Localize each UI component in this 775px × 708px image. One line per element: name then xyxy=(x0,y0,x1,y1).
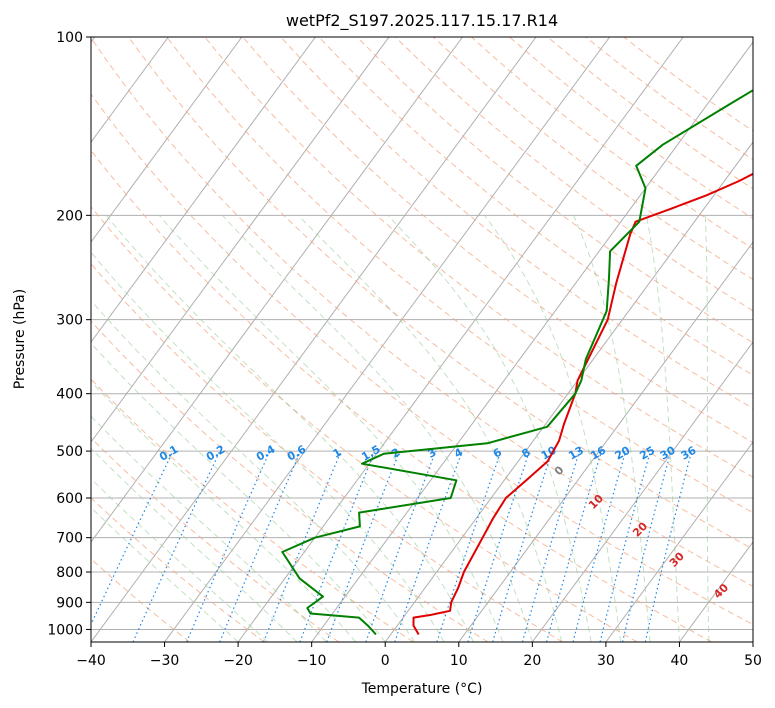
isotherm-line xyxy=(91,37,169,143)
dry-adiabat-line xyxy=(91,37,753,587)
dry-adiabat-line xyxy=(318,37,753,376)
y-tick-label: 200 xyxy=(56,208,83,224)
moist-adiabat-line xyxy=(91,447,298,642)
x-tick-label: −40 xyxy=(76,653,106,669)
dry-adiabat-line xyxy=(128,37,753,550)
dry-adiabat-line xyxy=(91,378,414,642)
dry-adiabat-line xyxy=(91,206,638,642)
dry-adiabat-line xyxy=(394,37,753,312)
isotherm-line xyxy=(384,141,753,642)
moist-adiabat-line xyxy=(387,214,592,642)
isotherm-line xyxy=(91,37,316,343)
isotherm-line xyxy=(91,37,243,243)
y-axis: 100 200 300 400 500 600 700 800 900 1000 xyxy=(47,30,91,638)
plot-frame xyxy=(90,36,754,643)
x-tick-label: 30 xyxy=(597,653,615,669)
moist-adiabat-line xyxy=(91,299,416,642)
isotherm-line xyxy=(605,441,753,642)
dry-adiabat-line xyxy=(91,263,563,642)
mixing-ratio-line xyxy=(492,450,553,642)
isotherm-line xyxy=(91,37,463,543)
background-lines xyxy=(0,37,753,642)
isotherm-line xyxy=(752,641,753,642)
x-axis-label: Temperature (°C) xyxy=(361,681,483,697)
x-tick-label: 50 xyxy=(744,653,762,669)
dry-adiabat-line xyxy=(166,37,753,514)
mixing-ratio-line xyxy=(436,450,502,642)
moist-adiabat-line xyxy=(297,214,563,642)
isotherm-line xyxy=(91,37,390,443)
mixing-ratio-line xyxy=(546,450,603,642)
x-tick-label: −20 xyxy=(223,653,253,669)
mixing-ratio-line xyxy=(326,450,401,642)
moist-adiabat-line xyxy=(484,215,622,642)
mixing-ratio-line xyxy=(299,450,376,642)
moist-adiabat-line xyxy=(91,506,239,642)
x-axis: −40 −30 −20 −10 0 10 20 30 40 50 xyxy=(76,642,762,669)
moist-adiabat-line xyxy=(221,214,533,642)
y-tick-label: 1000 xyxy=(47,622,83,638)
temperature-line xyxy=(412,172,753,636)
x-tick-label: −30 xyxy=(150,653,180,669)
mixing-ratio-line xyxy=(521,450,581,642)
extra-curve-line xyxy=(0,37,7,642)
moist-adiabat-line xyxy=(91,415,327,642)
sounding-series xyxy=(281,89,753,636)
isotherm-line xyxy=(164,37,611,642)
x-tick-label: 0 xyxy=(381,653,390,669)
moist-adiabat-line xyxy=(91,251,445,642)
moist-adiabat-line xyxy=(91,478,268,642)
x-tick-label: −10 xyxy=(297,653,327,669)
y-tick-label: 800 xyxy=(56,565,83,581)
mixing-ratio-line xyxy=(467,450,531,642)
chart-title: wetPf2_S197.2025.117.15.17.R14 xyxy=(286,11,558,31)
moist-adiabat-line xyxy=(573,215,651,642)
moist-adiabat-line xyxy=(105,214,474,642)
moist-adiabat-line xyxy=(704,215,710,642)
isotherm-line xyxy=(311,41,753,642)
x-tick-label: 40 xyxy=(671,653,689,669)
dewpoint-line xyxy=(281,89,753,636)
mixing-ratio-line xyxy=(132,450,221,642)
dry-adiabat-line xyxy=(356,37,753,344)
y-tick-label: 300 xyxy=(56,313,83,329)
y-tick-label: 100 xyxy=(56,30,83,46)
isotherm-line xyxy=(531,341,753,642)
y-tick-label: 400 xyxy=(56,387,83,403)
moist-adiabat-line xyxy=(158,214,504,642)
y-tick-label: 900 xyxy=(56,595,83,611)
moist-adiabat-line xyxy=(645,215,680,642)
moist-adiabat-line xyxy=(91,380,357,642)
isotherm-line xyxy=(237,37,684,642)
y-tick-label: 600 xyxy=(56,491,83,507)
moist-adiabat-line xyxy=(91,342,386,642)
y-tick-label: 500 xyxy=(56,444,83,460)
plot-background xyxy=(91,37,753,642)
x-tick-label: 20 xyxy=(523,653,541,669)
isotherm-line xyxy=(91,37,537,642)
x-tick-label: 10 xyxy=(450,653,468,669)
dry-adiabat-line xyxy=(91,149,713,642)
dry-adiabat-line xyxy=(91,93,753,626)
mixing-ratio-line xyxy=(91,450,174,626)
y-tick-label: 700 xyxy=(56,531,83,547)
y-axis-label: Pressure (hPa) xyxy=(12,289,28,389)
